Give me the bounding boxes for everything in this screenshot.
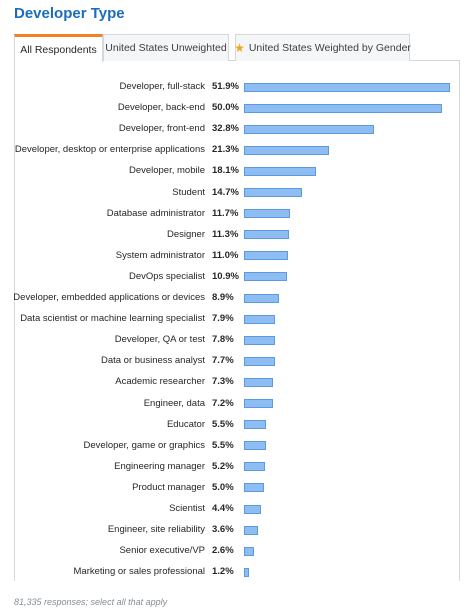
bar: [244, 399, 273, 408]
bar: [244, 377, 273, 387]
category-label: DevOps specialist: [128, 270, 205, 282]
bar: [244, 293, 280, 303]
category-label: Database administrator: [106, 207, 205, 219]
bar-chart: Developer, full-stack 51.9% Developer, bac…: [13, 61, 460, 581]
category-label: System administrator: [115, 249, 205, 261]
value-label: 11.3%: [212, 228, 239, 240]
category-label: Product manager: [132, 481, 205, 493]
category-label: Developer, QA or test: [114, 334, 205, 346]
category-label: Scientist: [169, 503, 205, 514]
value-label: 7.9%: [212, 313, 234, 325]
value-label: 3.6%: [212, 524, 234, 536]
bar: [244, 124, 375, 134]
value-label: 1.2%: [212, 566, 234, 578]
bar: [244, 145, 329, 155]
bar: [244, 546, 255, 556]
category-label: Developer, full-stack: [119, 81, 205, 92]
category-label: Senior executive/VP: [119, 545, 205, 557]
category-label: Designer: [166, 228, 205, 240]
bar: [244, 188, 303, 197]
value-label: 51.9%: [212, 81, 239, 92]
bar: [244, 356, 275, 366]
value-label: 10.9%: [212, 270, 239, 282]
category-label: Student: [172, 186, 205, 198]
bar: [244, 567, 249, 577]
category-label: Developer, mobile: [128, 165, 205, 177]
bar: [244, 483, 264, 493]
star-icon: ★: [234, 41, 245, 55]
category-label: Developer, back-end: [117, 102, 205, 114]
tab-label: All Respondents: [20, 43, 97, 56]
bar: [244, 314, 276, 324]
value-label: 32.8%: [212, 123, 239, 135]
bar: [244, 209, 291, 219]
tab-all-respondents[interactable]: All Respondents: [14, 34, 103, 62]
bar: [244, 103, 443, 113]
bar: [244, 82, 450, 92]
bar: [244, 441, 266, 451]
chart-title: Developer Type: [14, 5, 125, 22]
category-label: Developer, front-end: [118, 123, 205, 135]
category-label: Developer, embedded applications or devi…: [13, 292, 205, 303]
tab-bar: All Respondents United States Unweighted…: [14, 34, 460, 62]
value-label: 11.7%: [212, 207, 239, 219]
response-count-note: 81,335 responses; select all that apply: [14, 597, 168, 607]
value-label: 50.0%: [212, 102, 239, 114]
value-label: 7.3%: [212, 376, 234, 388]
value-label: 21.3%: [212, 144, 239, 156]
bar: [244, 251, 288, 261]
bar: [244, 166, 316, 176]
bar: [244, 335, 275, 345]
bar: [244, 525, 259, 535]
value-label: 14.7%: [212, 186, 239, 198]
category-label: Engineer, site reliability: [107, 524, 205, 536]
category-label: Marketing or sales professional: [73, 566, 205, 578]
value-label: 7.2%: [212, 397, 234, 409]
category-label: Engineer, data: [143, 397, 205, 409]
value-label: 11.0%: [212, 249, 239, 261]
tab-label: United States Unweighted: [105, 42, 227, 54]
bar: [244, 462, 265, 472]
tab-united-states-weighted-by-gender[interactable]: ★ United States Weighted by Gender: [234, 34, 411, 61]
value-label: 18.1%: [212, 165, 239, 177]
value-label: 5.5%: [212, 439, 234, 451]
bar: [244, 230, 289, 240]
value-label: 5.5%: [212, 418, 234, 430]
value-label: 5.2%: [212, 460, 234, 472]
value-label: 7.8%: [212, 334, 234, 346]
category-label: Academic researcher: [115, 376, 205, 388]
bar: [244, 420, 266, 430]
value-label: 7.7%: [212, 355, 234, 367]
value-label: 2.6%: [212, 545, 234, 557]
category-label: Developer, game or graphics: [83, 439, 205, 451]
value-label: 8.9%: [212, 292, 234, 303]
bar: [244, 504, 262, 514]
category-label: Developer, desktop or enterprise applica…: [14, 144, 205, 156]
category-label: Educator: [166, 418, 205, 430]
tab-united-states-unweighted[interactable]: United States Unweighted: [103, 34, 229, 61]
value-label: 4.4%: [212, 503, 234, 514]
category-label: Data or business analyst: [100, 355, 205, 367]
category-label: Data scientist or machine learning speci…: [20, 313, 205, 325]
category-label: Engineering manager: [114, 460, 205, 472]
bar: [244, 272, 288, 282]
tab-label: United States Weighted by Gender: [248, 42, 411, 54]
value-label: 5.0%: [212, 481, 234, 493]
